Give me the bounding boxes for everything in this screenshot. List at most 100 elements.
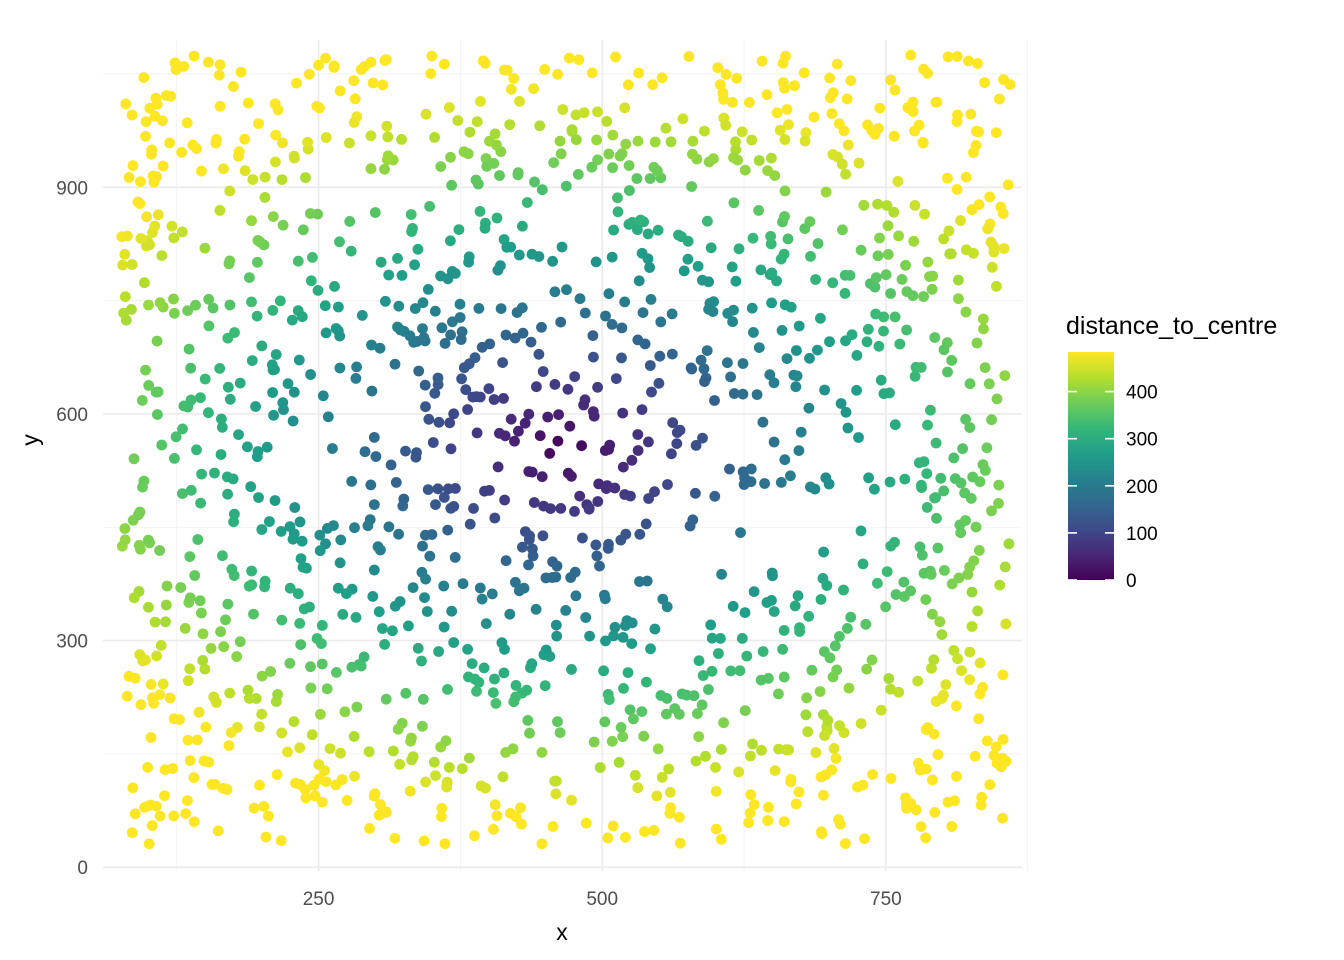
data-point: [218, 163, 229, 175]
data-point: [253, 492, 264, 503]
data-point: [920, 832, 931, 844]
data-point: [687, 148, 698, 160]
data-point: [133, 509, 144, 521]
legend: distance_to_centre 0 100 200 300 400: [1066, 312, 1277, 592]
data-point: [442, 273, 454, 285]
data-point: [661, 601, 673, 613]
data-point: [159, 790, 170, 802]
data-point: [557, 104, 569, 115]
data-point: [269, 495, 281, 506]
data-point: [270, 349, 282, 360]
data-point: [277, 137, 288, 149]
data-point: [981, 735, 993, 747]
data-point: [157, 678, 169, 690]
data-point: [769, 765, 781, 776]
data-point: [781, 353, 793, 364]
data-point: [203, 56, 214, 68]
data-point: [667, 417, 679, 429]
data-point: [222, 598, 234, 610]
data-point: [509, 332, 521, 344]
data-point: [412, 243, 424, 255]
data-point: [859, 833, 870, 845]
data-point: [626, 454, 638, 466]
data-point: [652, 743, 664, 755]
data-point: [790, 381, 802, 393]
data-point: [433, 646, 444, 657]
data-point: [539, 680, 551, 692]
data-point: [408, 336, 420, 348]
data-point: [209, 779, 221, 790]
data-point: [264, 516, 275, 527]
data-point: [963, 55, 974, 67]
data-point: [143, 380, 155, 391]
data-point: [297, 561, 309, 573]
data-point: [168, 232, 180, 244]
data-point: [607, 129, 619, 141]
data-point: [235, 66, 247, 78]
data-point: [522, 715, 534, 726]
data-point: [334, 85, 346, 97]
data-point: [305, 661, 316, 673]
data-point: [489, 128, 501, 140]
data-point: [766, 152, 777, 164]
data-point: [629, 769, 641, 781]
data-point: [234, 636, 246, 648]
data-point: [591, 134, 602, 146]
data-point: [119, 534, 131, 546]
data-point: [500, 329, 512, 341]
data-point: [746, 302, 758, 314]
y-axis-title: y: [17, 434, 43, 446]
data-point: [366, 385, 378, 397]
data-point: [287, 533, 299, 545]
data-point: [184, 755, 196, 766]
data-point: [458, 362, 470, 374]
data-point: [967, 471, 979, 483]
data-point: [296, 535, 308, 547]
data-point: [931, 512, 942, 524]
data-point: [313, 59, 324, 71]
data-point: [405, 209, 417, 220]
data-point: [997, 208, 1009, 219]
data-point: [778, 625, 790, 636]
data-point: [446, 179, 457, 191]
data-point: [606, 319, 618, 330]
data-point: [127, 160, 139, 171]
data-point: [656, 771, 668, 783]
data-point: [252, 235, 264, 246]
data-point: [140, 364, 151, 376]
data-point: [445, 235, 456, 247]
data-point: [771, 275, 782, 287]
data-point: [169, 453, 180, 464]
data-point: [979, 77, 990, 88]
data-point: [267, 364, 279, 376]
data-point: [256, 340, 268, 352]
data-point: [1003, 538, 1015, 550]
data-point: [959, 487, 970, 499]
data-point: [501, 241, 513, 253]
data-point: [633, 275, 645, 287]
data-point: [586, 161, 598, 173]
data-point: [999, 370, 1011, 381]
data-point: [790, 798, 802, 810]
data-point: [744, 97, 755, 108]
data-point: [425, 68, 437, 79]
data-point: [474, 206, 486, 217]
data-point: [831, 58, 843, 70]
data-point: [590, 256, 602, 268]
data-point: [515, 802, 526, 814]
data-point: [991, 280, 1002, 292]
data-point: [683, 51, 695, 62]
data-point: [294, 618, 306, 629]
data-point: [420, 776, 431, 788]
data-point: [573, 54, 585, 66]
data-point: [669, 703, 681, 714]
data-point: [948, 452, 960, 464]
data-point: [505, 413, 517, 425]
data-point: [639, 826, 650, 837]
data-point: [837, 224, 848, 236]
data-point: [305, 275, 317, 287]
data-point: [495, 303, 507, 314]
data-point: [289, 152, 300, 164]
data-point: [278, 404, 289, 416]
data-point: [718, 717, 729, 729]
